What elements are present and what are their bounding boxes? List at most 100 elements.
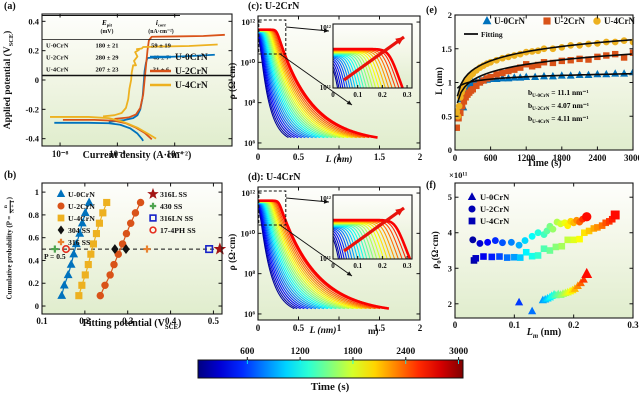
panel-a-xlabel: Current density (A·cm⁻²) — [82, 150, 192, 161]
tick-label: 1200 — [517, 153, 536, 163]
marker-tri — [69, 249, 79, 258]
marker-open-square — [205, 245, 214, 254]
fitting-label: Fitting — [481, 30, 503, 39]
marker-sq — [576, 235, 583, 243]
marker-sq — [516, 254, 524, 261]
marker-sq — [473, 82, 480, 90]
tick-label: 1.5 — [374, 323, 386, 333]
marker-ci — [499, 239, 506, 247]
tick-label: 2 — [448, 10, 452, 20]
inset-d-curves — [333, 218, 412, 259]
chart-shape — [102, 43, 218, 118]
tick-label: 0 — [453, 153, 458, 163]
marker-ci — [521, 237, 529, 244]
tick-label: 2400 — [588, 153, 607, 163]
marker-sq — [528, 252, 536, 260]
marker-ci — [131, 209, 140, 217]
panel-d-ylabel: ρ (Ω·cm) — [228, 233, 238, 271]
colorbar-label: Time (s) — [310, 381, 350, 393]
tick-label: 10¹² — [320, 24, 331, 32]
chart-shape: b — [528, 101, 532, 110]
chart-shape: corr — [158, 23, 166, 28]
tick-label: 0 — [453, 320, 458, 330]
legend-label: U-4CrN — [175, 81, 208, 91]
panel-f-ylabel: ρ0(Ω·cm) — [431, 231, 443, 269]
chart-shape — [258, 207, 295, 310]
chart-shape — [258, 201, 358, 310]
inset-c-curves — [333, 47, 404, 88]
panel-d-xlabel: L (nm) — [309, 326, 337, 336]
tick-label: 10¹¹ — [320, 255, 331, 263]
chart-shape — [258, 200, 381, 310]
legend-label: U-0CrN — [175, 53, 208, 63]
marker-plus — [51, 245, 59, 253]
marker-sq — [511, 253, 518, 261]
tick-label: 0.4 — [28, 16, 39, 26]
tick-label: 0.2 — [378, 262, 387, 270]
table-header: Epit — [101, 19, 112, 28]
tick-label: 1800 — [553, 153, 572, 163]
tick-label: 3 — [448, 263, 452, 273]
tick-label: 0.2 — [568, 320, 580, 330]
marker-ci — [106, 271, 114, 279]
marker-ci — [110, 260, 118, 269]
tick-label: 0.3 — [403, 91, 412, 99]
marker-ci — [484, 238, 492, 246]
chart-shape: = 4.11 nm⁻¹ — [549, 114, 588, 123]
tick-label: 1 — [448, 78, 452, 88]
marker-ci — [136, 198, 145, 207]
marker-tri — [528, 306, 537, 315]
chart-shape — [456, 39, 632, 97]
tick-label: 10¹² — [241, 17, 255, 27]
chart-shape — [258, 29, 358, 139]
table-header-unit: (mV) — [101, 28, 114, 35]
tick-label: 0.5 — [441, 111, 452, 121]
tick-label: 0.3 — [403, 262, 412, 270]
chart-shape — [258, 30, 333, 139]
arrow-head — [346, 271, 352, 276]
marker-ci — [528, 232, 536, 240]
arrow-head — [346, 100, 352, 105]
panel-e-xlabel: Time (s) — [526, 158, 562, 169]
chart-shape — [332, 23, 413, 89]
tick-label: 3000 — [624, 153, 639, 163]
marker-sq — [89, 240, 97, 248]
marker-tri — [84, 197, 94, 206]
chart-shape — [258, 202, 333, 310]
marker-plus — [143, 245, 151, 253]
chart-shape: U-0CrN — [532, 94, 550, 99]
tick-label: 0 — [331, 91, 335, 99]
tick-label: 0.2 — [28, 278, 39, 288]
chart-shape — [456, 72, 632, 89]
marker-tri — [576, 278, 585, 287]
panel-d-xlabel-stray: m) — [368, 326, 379, 336]
panel-e-ylabel: L (nm) — [435, 67, 445, 95]
tick-label: 10¹² — [241, 188, 255, 198]
marker-plus — [57, 238, 65, 246]
marker-ci — [549, 225, 557, 233]
marker-sq — [546, 247, 554, 254]
tick-label: 0 — [331, 262, 335, 270]
marker-tri — [66, 259, 76, 268]
chart-shape — [61, 202, 90, 296]
chart-shape: pit — [107, 23, 113, 28]
marker-ci — [469, 236, 477, 244]
marker-sq — [488, 253, 496, 261]
legend-label: 316L SS — [160, 190, 187, 199]
chart-shape — [258, 31, 325, 139]
panel-c-ylabel: ρ (Ω·cm) — [228, 62, 238, 100]
chart-shape — [258, 29, 370, 139]
tick-label: 0.2 — [79, 316, 91, 326]
panel-b-area — [42, 183, 222, 314]
tick-label: 0 — [256, 152, 261, 162]
panel-a-label: (a) — [4, 1, 16, 12]
marker-sq — [610, 210, 620, 220]
marker-sq — [567, 57, 574, 64]
chart-shape: = 4.07 nm⁻¹ — [549, 101, 589, 110]
tick-label: 0.2 — [28, 46, 39, 56]
marker-tri — [75, 228, 85, 237]
chart-shape — [258, 202, 321, 310]
tick-label: 10⁻⁸ — [52, 149, 69, 159]
tick-label: 10⁶ — [244, 309, 256, 319]
panel-a-area — [42, 14, 232, 146]
